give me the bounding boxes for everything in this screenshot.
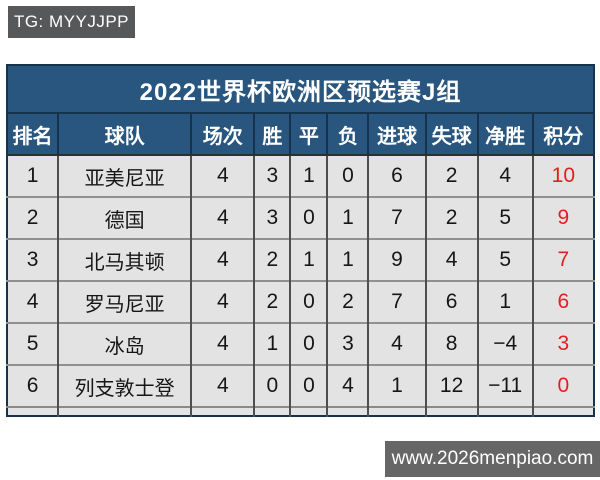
cell-goals-against: 6 <box>424 280 478 323</box>
col-header-losses: 负 <box>326 113 369 156</box>
cell-rank: 5 <box>7 322 59 365</box>
table-row: 6 列支敦士登 4 0 0 4 1 12 −11 0 <box>7 364 594 407</box>
cell-losses: 3 <box>326 322 369 365</box>
cell-goals-for: 1 <box>367 364 426 407</box>
cell-goal-diff: 5 <box>476 238 533 281</box>
cell-goals-for: 9 <box>367 238 426 281</box>
cell-team: 北马其顿 <box>57 238 192 281</box>
col-header-goal-diff: 净胜 <box>476 113 533 156</box>
cell-losses: 4 <box>326 364 369 407</box>
tg-badge-label: TG: MYYJJPP <box>13 12 130 31</box>
cell-team: 亚美尼亚 <box>57 155 192 197</box>
table-row: 3 北马其顿 4 2 1 1 9 4 5 7 <box>7 238 594 281</box>
cell-played: 4 <box>190 280 255 323</box>
cell-wins: 2 <box>253 280 291 323</box>
standings-table: 2022世界杯欧洲区预选赛J组 排名 球队 场次 胜 平 负 进球 失球 净胜 … <box>6 64 595 417</box>
cell-goal-diff: 1 <box>476 280 533 323</box>
cell-rank: 6 <box>7 364 59 407</box>
cell-goals-for: 7 <box>367 196 426 239</box>
cell-goal-diff: −4 <box>476 322 533 365</box>
cell-draws: 0 <box>289 280 328 323</box>
cell-points: 3 <box>531 322 594 365</box>
cell-rank: 4 <box>7 280 59 323</box>
col-header-points: 积分 <box>531 113 594 156</box>
cell-goals-against: 4 <box>424 238 478 281</box>
cell-goal-diff: −11 <box>476 364 533 407</box>
cell-goal-diff: 5 <box>476 196 533 239</box>
cell-goal-diff: 4 <box>476 155 533 197</box>
cell-losses: 2 <box>326 280 369 323</box>
watermark-url: www.2026menpiao.com <box>391 448 594 469</box>
cell-goals-against: 12 <box>424 364 478 407</box>
cell-points: 7 <box>531 238 594 281</box>
col-header-team: 球队 <box>57 113 192 156</box>
table-row: 4 罗马尼亚 4 2 0 2 7 6 1 6 <box>7 280 594 323</box>
cell-goals-against: 8 <box>424 322 478 365</box>
table-row: 2 德国 4 3 0 1 7 2 5 9 <box>7 196 594 239</box>
cell-wins: 1 <box>253 322 291 365</box>
cell-points: 0 <box>531 364 594 407</box>
cell-draws: 1 <box>289 155 328 197</box>
cell-draws: 0 <box>289 196 328 239</box>
cell-goals-for: 7 <box>367 280 426 323</box>
cell-played: 4 <box>190 364 255 407</box>
watermark-badge: www.2026menpiao.com <box>385 441 600 477</box>
cell-team: 列支敦士登 <box>57 364 192 407</box>
cell-wins: 2 <box>253 238 291 281</box>
cell-points: 10 <box>531 155 594 197</box>
cell-goals-against: 2 <box>424 196 478 239</box>
cell-draws: 1 <box>289 238 328 281</box>
cell-played: 4 <box>190 196 255 239</box>
col-header-wins: 胜 <box>253 113 291 156</box>
cell-rank: 1 <box>7 155 59 197</box>
cell-wins: 3 <box>253 155 291 197</box>
col-header-goals-for: 进球 <box>367 113 426 156</box>
cropped-partial-row <box>7 406 594 416</box>
cell-goals-against: 2 <box>424 155 478 197</box>
cell-played: 4 <box>190 322 255 365</box>
col-header-played: 场次 <box>190 113 255 156</box>
cell-losses: 1 <box>326 196 369 239</box>
col-header-draws: 平 <box>289 113 328 156</box>
cell-losses: 1 <box>326 238 369 281</box>
table-header-row: 排名 球队 场次 胜 平 负 进球 失球 净胜 积分 <box>7 113 594 156</box>
cell-wins: 0 <box>253 364 291 407</box>
col-header-rank: 排名 <box>7 113 59 156</box>
cell-losses: 0 <box>326 155 369 197</box>
cell-draws: 0 <box>289 322 328 365</box>
table-title: 2022世界杯欧洲区预选赛J组 <box>7 65 594 114</box>
cell-draws: 0 <box>289 364 328 407</box>
cell-goals-for: 4 <box>367 322 426 365</box>
cell-played: 4 <box>190 238 255 281</box>
cell-team: 德国 <box>57 196 192 239</box>
table-title-row: 2022世界杯欧洲区预选赛J组 <box>7 65 594 114</box>
cell-rank: 2 <box>7 196 59 239</box>
tg-badge: TG: MYYJJPP <box>8 6 135 38</box>
col-header-goals-against: 失球 <box>424 113 478 156</box>
cell-wins: 3 <box>253 196 291 239</box>
cell-points: 6 <box>531 280 594 323</box>
table-row: 5 冰岛 4 1 0 3 4 8 −4 3 <box>7 322 594 365</box>
cell-points: 9 <box>531 196 594 239</box>
cell-goals-for: 6 <box>367 155 426 197</box>
cell-team: 冰岛 <box>57 322 192 365</box>
table-row: 1 亚美尼亚 4 3 1 0 6 2 4 10 <box>7 155 594 197</box>
cell-team: 罗马尼亚 <box>57 280 192 323</box>
cell-played: 4 <box>190 155 255 197</box>
cell-rank: 3 <box>7 238 59 281</box>
